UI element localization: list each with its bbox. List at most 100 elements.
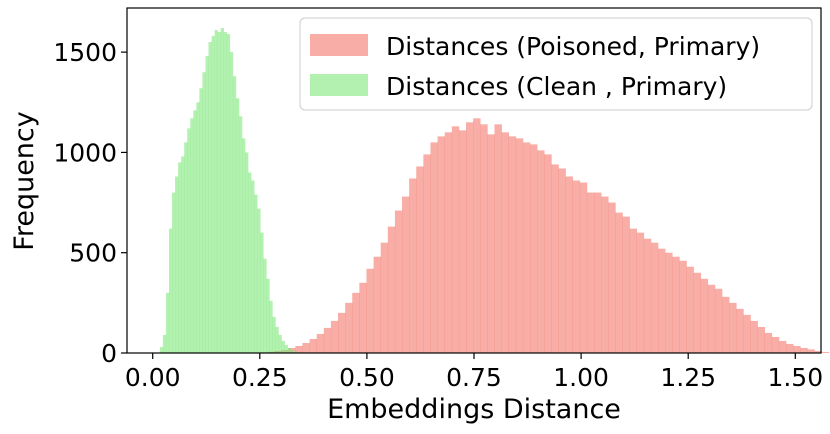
histogram-bar: [551, 164, 559, 353]
histogram-bar: [494, 124, 502, 353]
histogram-bar: [394, 210, 403, 353]
histogram-bar: [359, 282, 367, 353]
y-tick-label: 1500: [53, 38, 117, 67]
histogram-bar: [172, 192, 176, 353]
histogram-bar: [352, 292, 360, 353]
histogram-bar: [226, 34, 231, 353]
bars-layer: [159, 28, 830, 354]
histogram-bar: [430, 142, 438, 353]
histogram-bar: [750, 320, 758, 353]
histogram-bar: [217, 32, 221, 354]
histogram-bar: [278, 334, 282, 353]
histogram-bar: [260, 232, 264, 353]
histogram-bar: [786, 343, 794, 353]
y-tick-label: 1000: [53, 138, 117, 167]
histogram-bar: [316, 333, 325, 353]
x-tick-label: 1.00: [553, 363, 609, 392]
legend: Distances (Poisoned, Primary) Distances …: [299, 17, 813, 111]
histogram-bar: [793, 345, 801, 353]
histogram-bar: [220, 28, 225, 354]
legend-box: [299, 17, 813, 111]
histogram-bar: [686, 266, 694, 353]
histogram-bar: [601, 196, 609, 353]
histogram-bar: [281, 340, 285, 353]
histogram-bar: [373, 256, 381, 353]
histogram-bar: [287, 347, 291, 353]
histogram-bar: [665, 252, 673, 353]
histogram-bar: [743, 314, 751, 353]
histogram-bar: [778, 340, 787, 353]
histogram-bar: [416, 166, 424, 353]
histogram-bar: [211, 36, 215, 354]
histogram-bar: [537, 150, 545, 353]
histogram-bar: [338, 312, 346, 353]
histogram-bar: [707, 284, 716, 353]
histogram-bar: [423, 154, 431, 353]
x-tick-label: 0.25: [232, 363, 288, 392]
histogram-bar: [757, 326, 766, 353]
histogram-bar: [458, 130, 467, 353]
x-tick-label: 1.25: [660, 363, 716, 392]
histogram-bar: [190, 118, 194, 354]
histogram-bar: [451, 126, 460, 354]
histogram-bar: [165, 292, 170, 353]
histogram-bar: [530, 144, 538, 353]
x-tick-label: 0.00: [125, 363, 181, 392]
histogram-bar: [232, 76, 237, 353]
histogram-bar: [821, 351, 830, 353]
histogram-bar: [309, 338, 317, 353]
legend-label-clean: Distances (Clean , Primary): [386, 72, 727, 101]
histogram-bar: [572, 180, 581, 353]
histogram-bar: [199, 88, 203, 354]
histogram-bar: [184, 142, 188, 353]
histogram-bar: [409, 178, 417, 353]
histogram-bar: [208, 42, 212, 353]
x-tick-label: 0.75: [446, 363, 502, 392]
histogram-bar: [293, 351, 298, 353]
histogram-bar: [269, 300, 273, 353]
histogram-bar: [181, 156, 185, 353]
histogram-bar: [248, 172, 252, 353]
histogram-bar: [643, 238, 652, 353]
histogram-bar: [266, 278, 270, 353]
series-poisoned: [259, 118, 830, 354]
legend-label-poisoned: Distances (Poisoned, Primary): [386, 32, 760, 61]
histogram-bar: [196, 102, 200, 353]
histogram-bar: [402, 196, 410, 353]
histogram-bar: [544, 154, 552, 353]
histogram-bar: [700, 278, 709, 353]
histogram-bar: [764, 332, 773, 353]
histogram-bar: [229, 52, 234, 354]
histogram-bar: [693, 272, 702, 353]
legend-swatch-clean: [310, 74, 368, 96]
histogram-bar: [245, 152, 249, 353]
histogram-bar: [629, 228, 638, 353]
histogram-bar: [214, 30, 218, 353]
histogram-bar: [579, 182, 588, 353]
histogram-bar: [658, 248, 666, 353]
histogram-bar: [193, 110, 197, 353]
histogram-bar: [594, 192, 602, 353]
histogram-bar: [302, 342, 310, 353]
histogram-bar: [290, 349, 294, 353]
histogram-bar: [345, 302, 353, 353]
histogram-bar: [330, 320, 339, 353]
histogram-bar: [636, 232, 645, 353]
series-clean: [159, 28, 301, 354]
histogram-bar: [202, 72, 206, 354]
histogram-bar: [650, 242, 659, 353]
histogram-bar: [473, 118, 481, 354]
histogram-bar: [295, 345, 303, 353]
y-tick-label: 0: [101, 339, 117, 368]
histogram-bar: [466, 122, 474, 354]
histogram-bar: [223, 32, 228, 354]
histogram-bar: [380, 242, 389, 353]
histogram-bar: [736, 308, 744, 353]
ticks-layer: 0.00 0.25 0.50 0.75 1.00 1.25 1.50 0 500 1000 1500: [53, 38, 823, 392]
histogram-bar: [729, 302, 737, 353]
histogram-bar: [515, 138, 524, 353]
histogram-bar: [168, 228, 173, 353]
histogram-bar: [615, 212, 623, 353]
